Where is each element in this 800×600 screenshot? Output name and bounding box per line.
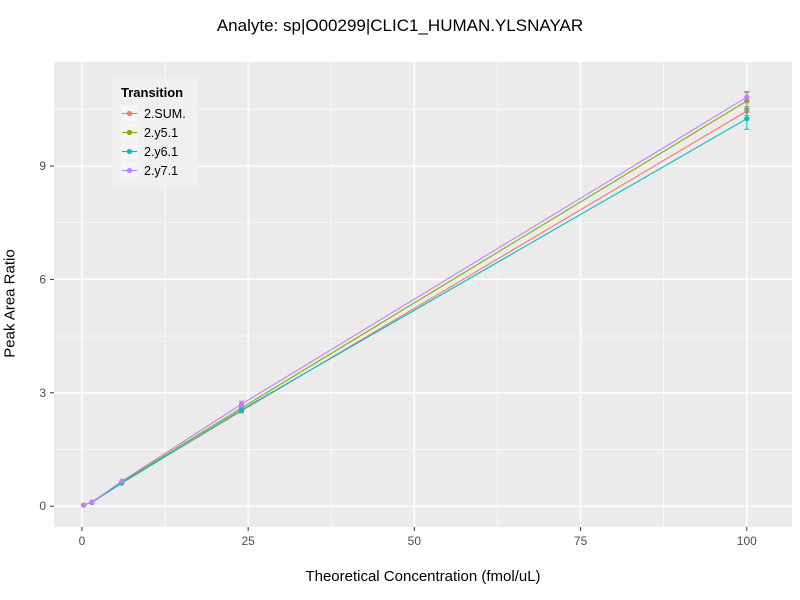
y-tick-label: 6 [39,272,46,286]
x-tick-label: 100 [737,534,757,548]
chart-title: Analyte: sp|O00299|CLIC1_HUMAN.YLSNAYAR [216,16,584,35]
legend-key-icon [121,124,138,141]
legend-label: 2.SUM. [144,106,186,121]
data-point [89,499,95,505]
x-tick-label: 0 [79,534,86,548]
data-point [80,502,87,508]
legend-item: 2.y6.1 [121,142,186,161]
data-point [238,401,245,407]
legend-label: 2.y7.1 [144,163,179,178]
y-tick-label: 0 [39,499,46,513]
x-axis-label: Theoretical Concentration (fmol/uL) [305,568,541,585]
x-tick-label: 50 [408,534,422,548]
legend-label: 2.y5.1 [144,125,179,140]
legend-item: 2.y7.1 [121,161,186,180]
legend-key-icon [121,143,138,160]
legend-item: 2.SUM. [121,104,186,123]
data-point [744,94,750,100]
legend-label: 2.y6.1 [144,144,179,159]
data-point [238,407,245,413]
x-tick-label: 25 [241,534,255,548]
data-point [119,478,125,484]
y-tick-label: 9 [39,159,46,173]
legend-items: 2.SUM. 2.y5.1 2.y6.1 2.y7.1 [121,104,186,180]
x-tick-label: 75 [574,534,588,548]
legend: Transition 2.SUM. 2.y5.1 2.y6.1 2.y7.1 [112,78,198,188]
legend-title: Transition [121,85,184,100]
y-tick-label: 3 [39,386,46,400]
data-point [744,116,750,122]
legend-key-icon [121,105,138,122]
legend-key-icon [121,162,138,179]
legend-item: 2.y5.1 [121,123,186,142]
